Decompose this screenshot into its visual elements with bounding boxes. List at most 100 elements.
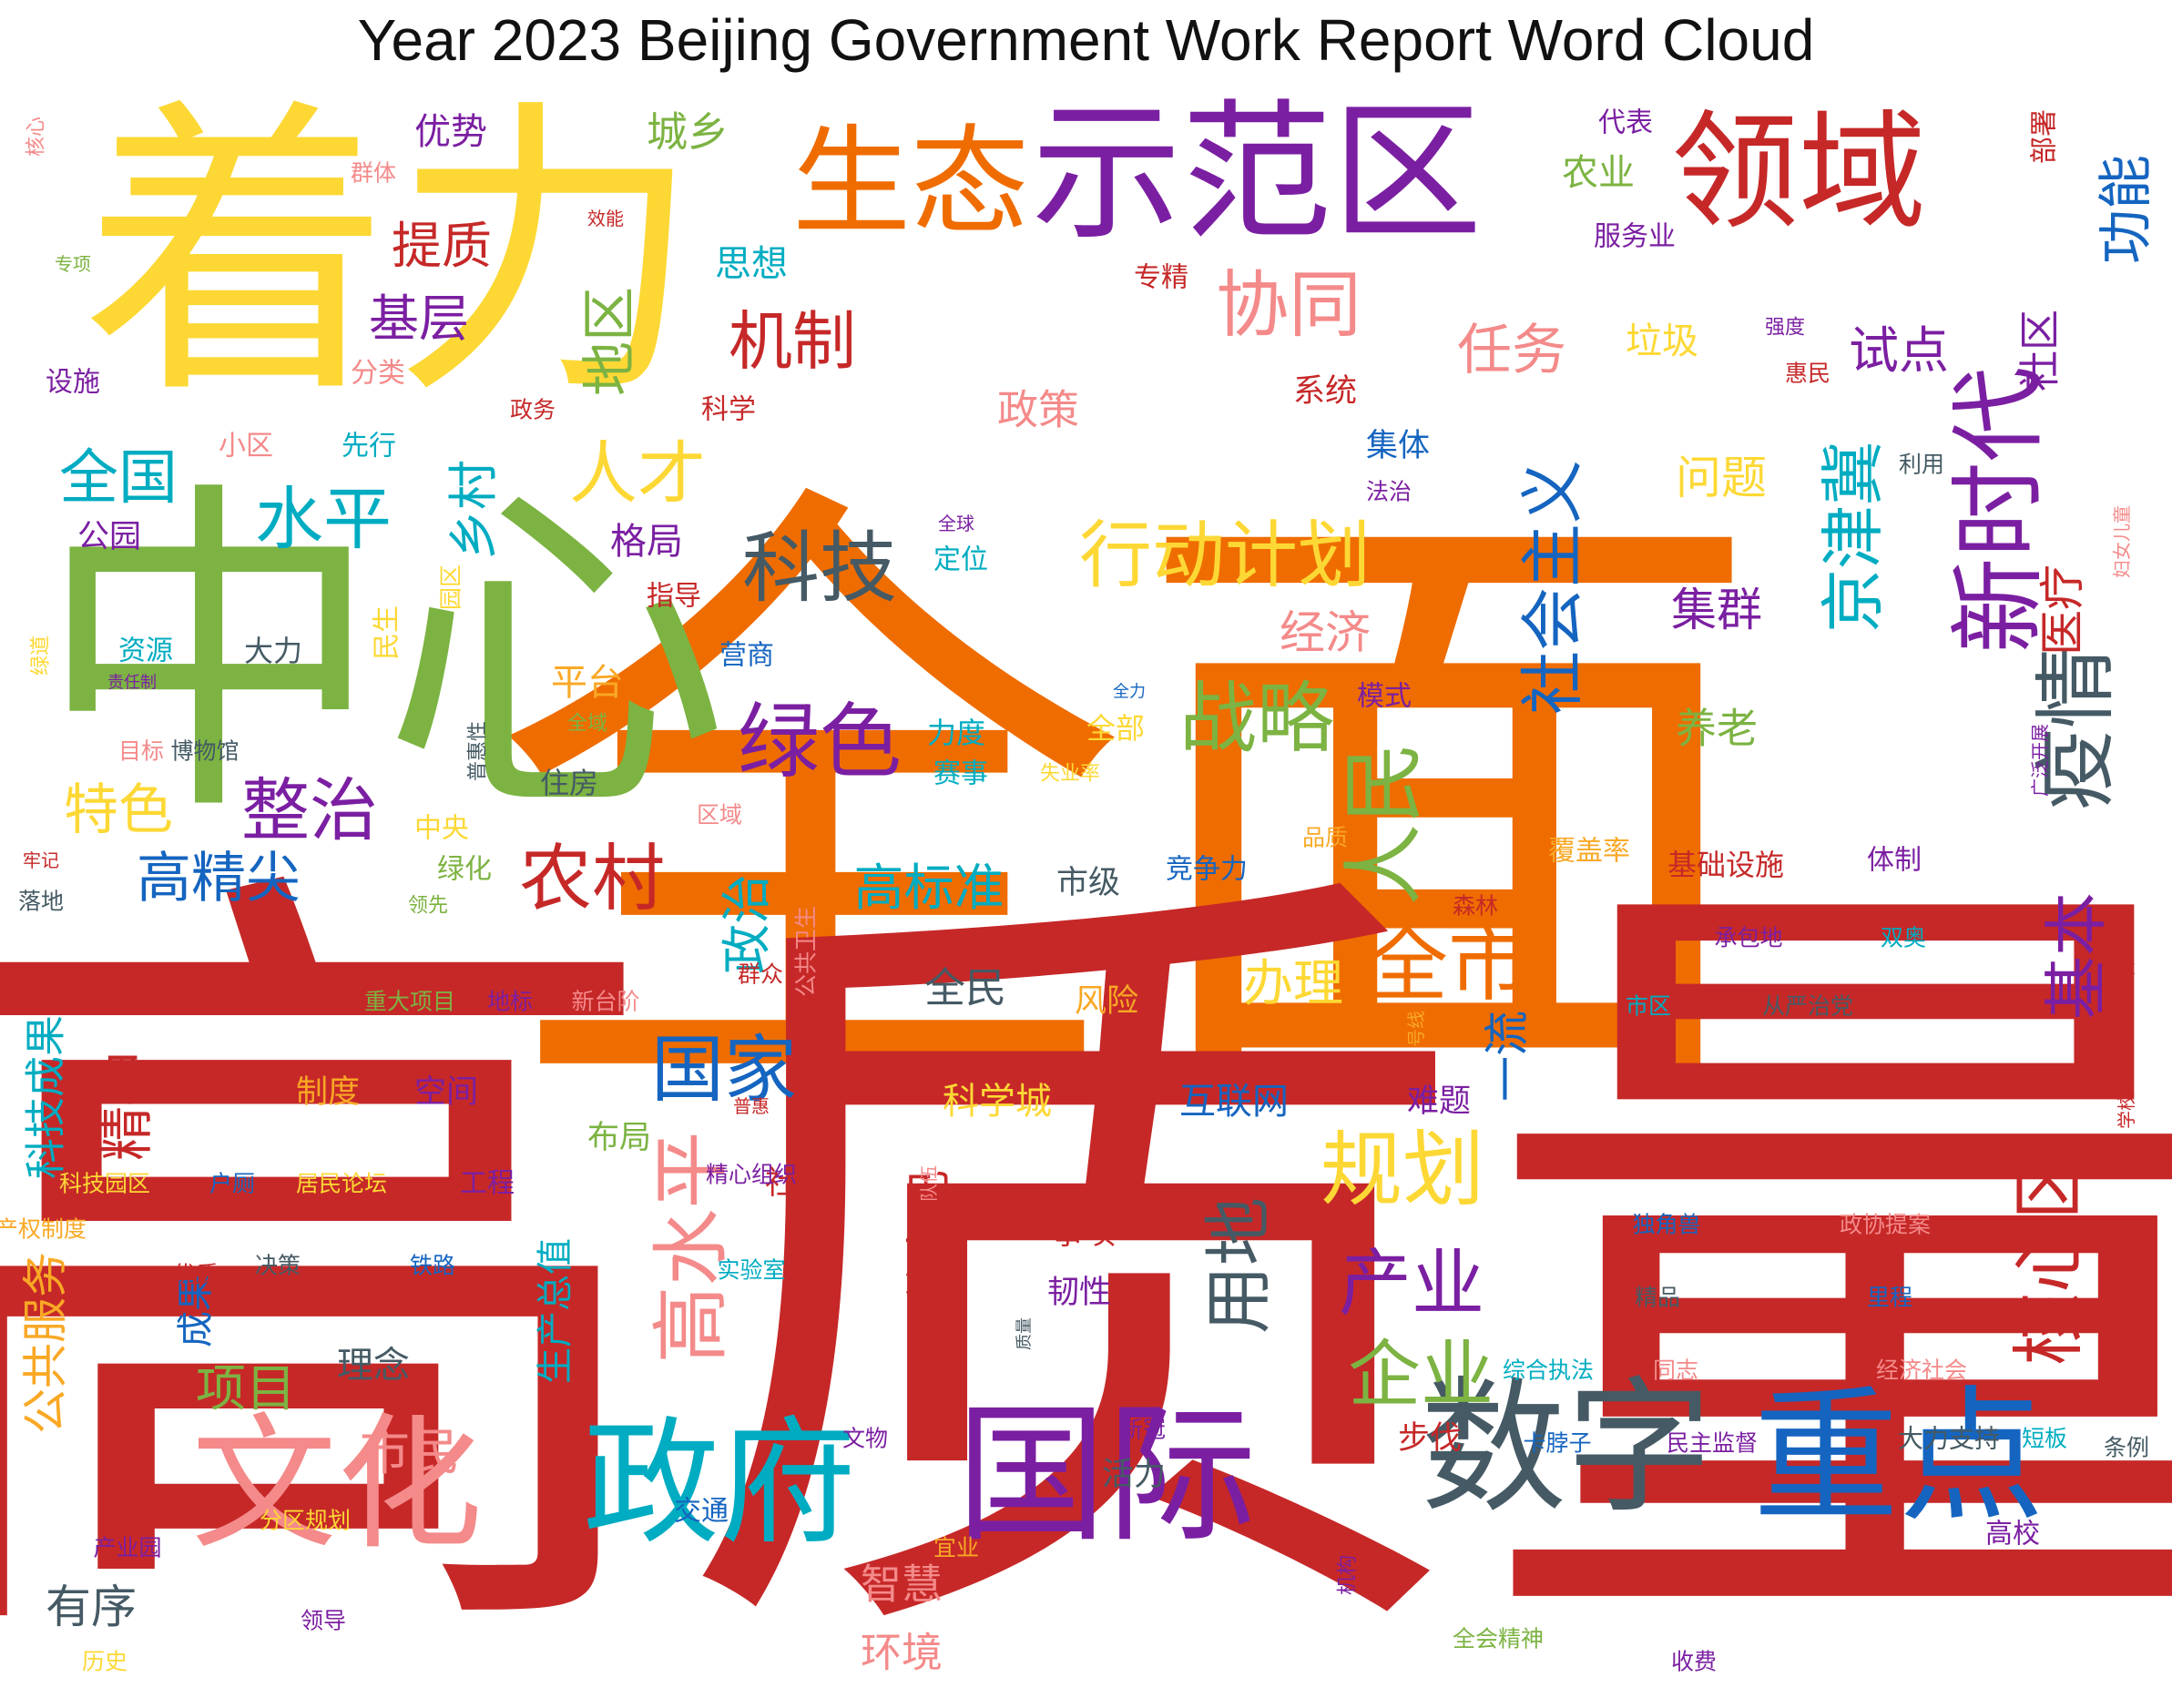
word-cloud-term: 分区规划 (260, 1508, 351, 1534)
word-cloud-term: 市民 (360, 1423, 460, 1481)
word-cloud-term: 新时代 (1943, 366, 2055, 653)
word-cloud-term: 科技 (742, 524, 897, 615)
word-cloud-term: 高水平 (648, 1131, 738, 1363)
word-cloud-term: 承包地 (1714, 925, 1782, 951)
word-cloud-term: 惠民 (1785, 361, 1830, 387)
word-cloud-term: 智慧 (861, 1561, 943, 1609)
word-cloud-term: 科技园区 (59, 1171, 150, 1197)
word-cloud-term: 户厕 (209, 1171, 255, 1197)
word-cloud-term: 任务 (1457, 319, 1566, 382)
word-cloud-term: 优质 (173, 1262, 219, 1288)
word-cloud-term: 部署 (2029, 109, 2061, 164)
word-cloud-term: 环境 (861, 1629, 943, 1677)
word-cloud-term: 垃圾 (1626, 320, 1698, 362)
word-cloud-term: 韧性 (1047, 1275, 1111, 1311)
word-cloud-term: 整治 (241, 770, 378, 850)
word-cloud-term: 民主监督 (1667, 1430, 1758, 1457)
word-cloud-term: 高质量 (0, 808, 2172, 1708)
word-cloud-term: 国家 (651, 1028, 797, 1113)
word-cloud-term: 公园 (77, 519, 141, 555)
word-cloud-term: 交通 (674, 1496, 729, 1528)
word-cloud-term: 平台 (551, 662, 624, 704)
word-cloud-term: 居民论坛 (296, 1171, 387, 1197)
word-cloud-term: 政策 (997, 386, 1079, 434)
word-cloud-term: 产业 (1339, 1242, 1484, 1327)
word-cloud-term: 先行 (342, 431, 396, 463)
word-cloud-term: 条例 (2104, 1435, 2149, 1461)
word-cloud-term: 住房 (540, 766, 598, 800)
word-cloud-term: 质量 (1015, 1317, 1035, 1350)
word-cloud-term: 精品 (1635, 1285, 1680, 1311)
word-cloud-term: 乡村 (444, 460, 503, 560)
word-cloud-term: 活力 (1102, 1457, 1166, 1493)
word-cloud-term: 基本 (2039, 892, 2114, 1020)
word-cloud-term: 思想 (715, 243, 788, 285)
word-cloud-term: 全部 (1086, 711, 1145, 746)
word-cloud-term: 高校 (1985, 1519, 2040, 1550)
word-cloud-term: 覆盖率 (1548, 836, 1630, 868)
word-cloud-term: 场景 (1621, 925, 1667, 951)
word-cloud-term: 问题 (1676, 452, 1767, 504)
word-cloud-term: 利用 (1899, 452, 1944, 478)
word-cloud-term: 地区 (578, 287, 642, 396)
word-cloud-term: 特色 (64, 778, 173, 842)
word-cloud-term: 独角兽 (1632, 1212, 1700, 1238)
word-cloud-term: 强度 (1765, 317, 1805, 340)
word-cloud-term: 绿道 (30, 635, 53, 676)
word-cloud-term: 全国 (59, 444, 178, 513)
word-cloud-term: 收费 (1671, 1649, 1717, 1675)
word-cloud-term: 示范区 (1032, 86, 1483, 260)
word-cloud-term: 全面 (492, 440, 1767, 1182)
word-cloud-term: 新冠 (1120, 1417, 1166, 1443)
word-cloud-term: 双奥 (1881, 925, 1926, 951)
word-cloud-term: 责任制 (107, 674, 157, 693)
word-cloud-term: 学校 (2116, 1093, 2137, 1129)
word-cloud-term: 基层 (369, 290, 469, 348)
word-cloud-term: 效能 (587, 208, 624, 229)
word-cloud-term: 城乡 (647, 108, 729, 157)
word-cloud-term: 指导 (647, 581, 701, 613)
word-cloud-term: 短板 (2022, 1426, 2067, 1452)
word-cloud-term: 设施 (46, 367, 100, 399)
word-cloud-term: 精神 (96, 1052, 159, 1161)
word-cloud-term: 森林 (1453, 893, 1498, 920)
word-cloud-term: 有序 (46, 1581, 137, 1633)
word-cloud-term: 着力 (82, 75, 701, 435)
word-cloud-term: 新台阶 (571, 989, 639, 1015)
word-cloud-term: 绿化 (437, 854, 492, 886)
word-cloud-term: 综合执法 (1503, 1357, 1594, 1384)
word-cloud-term: 协同 (1216, 263, 1361, 348)
word-cloud-term: 格局 (610, 521, 683, 563)
word-cloud-term: 机制 (729, 304, 856, 379)
word-cloud-term: 领导 (301, 1608, 346, 1634)
word-cloud-term: 全力 (1113, 683, 1146, 702)
word-cloud-term: 目标 (118, 738, 164, 765)
word-cloud-term: 工程 (460, 1168, 515, 1200)
word-cloud-term: 失业率 (1040, 763, 1100, 786)
word-cloud-term: 全市 (1366, 918, 1530, 1013)
word-cloud-term: 人民 (1337, 742, 1433, 906)
word-cloud-term: 制度 (296, 1074, 360, 1111)
word-cloud-term: 系统 (1293, 373, 1357, 410)
word-cloud-term: 用地 (1198, 1197, 1279, 1334)
word-cloud-term: 核心区 (2007, 1147, 2092, 1366)
word-cloud-term: 基础设施 (1667, 848, 1784, 882)
word-cloud-term: 农村 (519, 837, 665, 921)
word-cloud-term: 疫情 (2029, 646, 2125, 810)
word-cloud-term: 力度 (927, 716, 985, 750)
word-cloud-term: 转型 (2116, 942, 2137, 979)
word-cloud-term: 队伍 (918, 1165, 940, 1202)
word-cloud-term: 地标 (487, 989, 533, 1015)
word-cloud-term: 群众 (738, 961, 783, 988)
word-cloud-term: 广泛开展 (2029, 724, 2051, 797)
word-cloud-term: 医疗 (2036, 564, 2089, 656)
word-cloud-term: 群体 (351, 160, 396, 187)
word-cloud-term: 民生 (372, 605, 403, 660)
word-cloud-term: 集群 (1671, 584, 1762, 636)
word-cloud-term: 高标准 (853, 859, 1004, 917)
word-cloud-term: 一流 (1481, 1011, 1534, 1102)
word-cloud-term: 社会主义 (1515, 460, 1590, 715)
word-cloud-term: 行动计划 (1079, 513, 1371, 598)
word-cloud-term: 精心组织 (706, 1162, 797, 1188)
